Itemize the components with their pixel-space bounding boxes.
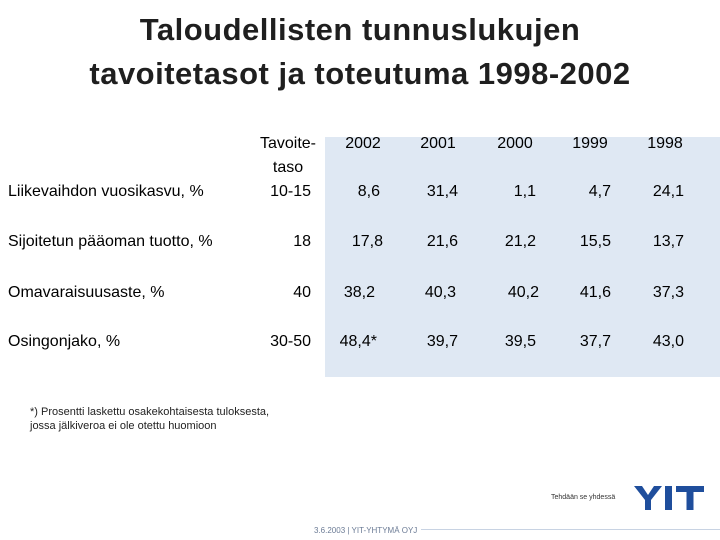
table-cell: 4,7 (588, 183, 611, 200)
label-column-background (0, 137, 325, 377)
footnote-line-1: *) Prosentti laskettu osakekohtaisesta t… (30, 406, 270, 418)
year-header: 1999 (572, 135, 608, 152)
row-label: Osingonjako, % (8, 333, 121, 350)
year-header: 2001 (420, 135, 456, 152)
yit-logo (634, 486, 704, 510)
slide-title: Taloudellisten tunnuslukujen tavoitetaso… (0, 8, 720, 96)
table-cell: 13,7 (652, 233, 684, 250)
row-label: Sijoitetun pääoman tuotto, % (8, 233, 213, 250)
row-label: Liikevaihdon vuosikasvu, % (8, 183, 204, 200)
target-value: 30-50 (270, 333, 311, 350)
target-header: Tavoite- taso (259, 135, 317, 176)
brand-tagline: Tehdään se yhdessä (551, 494, 616, 501)
footer-line (330, 529, 720, 530)
table-cell: 8,6 (357, 183, 380, 200)
table-cell: 1,1 (513, 183, 536, 200)
table-cell: 21,2 (504, 233, 536, 250)
table-cell: 38,2 (343, 284, 375, 301)
target-value: 18 (293, 233, 311, 250)
title-line-2: tavoitetasot ja toteutuma 1998-2002 (89, 56, 631, 91)
table-cell: 40,3 (424, 284, 456, 301)
table-cell: 39,5 (504, 333, 536, 350)
title-line-1: Taloudellisten tunnuslukujen (139, 12, 581, 47)
table-cell: 41,6 (579, 284, 611, 301)
target-value: 10-15 (270, 183, 311, 200)
table-cell: 37,7 (579, 333, 611, 350)
year-header: 2002 (345, 135, 381, 152)
table-cell: 24,1 (652, 183, 684, 200)
row-label: Omavaraisuusaste, % (8, 284, 165, 301)
table-cell: 15,5 (579, 233, 611, 250)
table-cell: 31,4 (426, 183, 458, 200)
table-cell: 21,6 (426, 233, 458, 250)
table-cell: 40,2 (507, 284, 539, 301)
table-cell: 17,8 (351, 233, 383, 250)
target-value: 40 (293, 284, 311, 301)
table-cell: 43,0 (652, 333, 684, 350)
footer-text: 3.6.2003 | YIT-YHTYMÄ OYJ (310, 526, 422, 535)
footnote: *) Prosentti laskettu osakekohtaisesta t… (30, 405, 269, 433)
footnote-line-2: jossa jälkiveroa ei ole otettu huomioon (30, 420, 217, 432)
values-column-background (325, 137, 720, 377)
table-cell: 37,3 (652, 284, 684, 301)
table-background (0, 137, 720, 377)
table-cell: 48,4* (339, 333, 377, 350)
year-header: 1998 (647, 135, 683, 152)
table-cell: 39,7 (426, 333, 458, 350)
year-header: 2000 (497, 135, 533, 152)
